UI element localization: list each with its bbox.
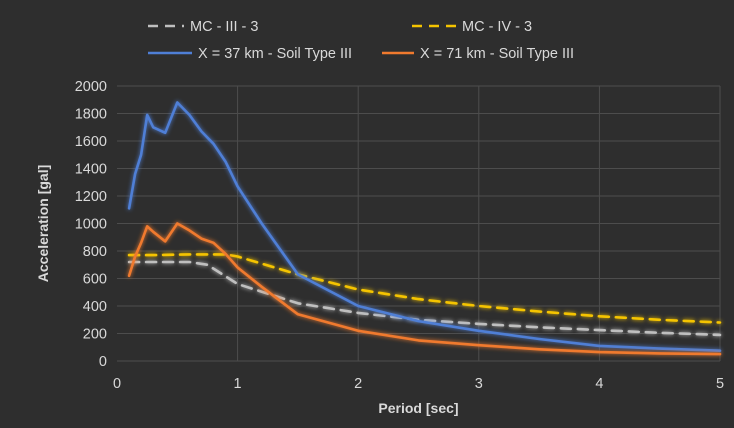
y-tick-label: 2000 <box>75 79 107 95</box>
series-layer <box>127 101 722 356</box>
y-tick-label: 600 <box>83 272 107 288</box>
y-tick-label: 1600 <box>75 134 107 150</box>
x-tick-label: 1 <box>234 376 242 392</box>
y-tick-label: 800 <box>83 244 107 260</box>
legend-label-4: X = 71 km - Soil Type III <box>420 46 574 62</box>
legend-label-1: MC - III - 3 <box>190 19 258 35</box>
y-tick-label: 1000 <box>75 217 107 233</box>
series-line-1 <box>127 260 722 337</box>
x-tick-label: 5 <box>716 376 724 392</box>
x-tick-label: 3 <box>475 376 483 392</box>
x-axis-title: Period [sec] <box>378 400 458 416</box>
legend-label-3: X = 37 km - Soil Type III <box>198 46 352 62</box>
y-tick-label: 0 <box>99 354 107 370</box>
y-tick-label: 1200 <box>75 189 107 205</box>
y-tick-label: 200 <box>83 327 107 343</box>
y-tick-label: 1800 <box>75 107 107 123</box>
y-tick-label: 400 <box>83 299 107 315</box>
series-line-4 <box>127 222 722 356</box>
grid <box>117 85 721 362</box>
legend: MC - III - 3 MC - IV - 3 X = 37 km - Soil … <box>148 19 574 62</box>
x-tick-label: 2 <box>354 376 362 392</box>
x-tick-label: 4 <box>595 376 603 392</box>
x-tick-label: 0 <box>113 376 121 392</box>
series-line-2 <box>127 253 722 324</box>
series-line-3 <box>127 101 722 352</box>
y-tick-label: 1400 <box>75 162 107 178</box>
legend-label-2: MC - IV - 3 <box>462 19 532 35</box>
y-axis-title: Acceleration [gal] <box>35 165 51 282</box>
axes: 0 200 400 600 800 1000 1200 1400 1600 1800 2000 0 1 2… <box>75 79 724 392</box>
